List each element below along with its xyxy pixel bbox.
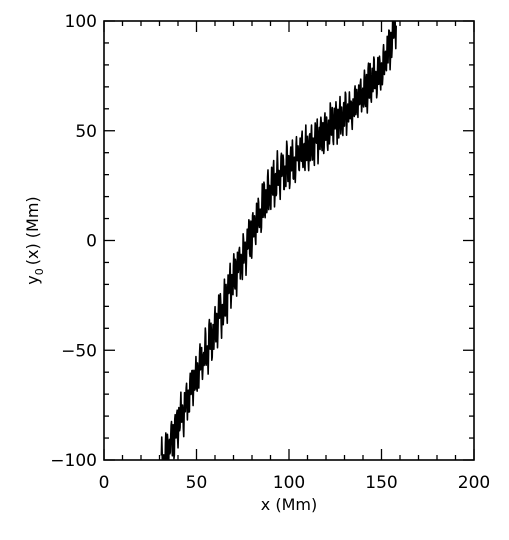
x-tick-label: 150 — [365, 473, 397, 493]
y-axis-label-main: y — [23, 275, 42, 284]
y-axis-label-sub: 0 — [33, 268, 46, 275]
y-axis-label-rest: (x) (Mm) — [23, 196, 42, 265]
x-tick-label: 0 — [99, 473, 110, 493]
y-axis-label: y0 (x) (Mm) — [23, 196, 46, 284]
x-tick-label: 50 — [186, 473, 208, 493]
y-tick-label: −100 — [50, 451, 97, 471]
y-tick-label: 0 — [86, 232, 97, 252]
y-tick-label: 100 — [65, 12, 97, 32]
y-tick-label: −50 — [61, 341, 97, 361]
tick-labels: 0 50 100 150 200 −100 −50 0 50 100 — [50, 12, 490, 493]
data-layer — [160, 21, 397, 460]
x-axis-label: x (Mm) — [261, 495, 317, 514]
x-tick-label: 200 — [458, 473, 490, 493]
x-tick-label: 100 — [273, 473, 305, 493]
plot-frame — [103, 20, 475, 461]
y-tick-label: 50 — [75, 122, 97, 142]
ticks — [103, 20, 475, 461]
series-line-0 — [160, 21, 397, 460]
